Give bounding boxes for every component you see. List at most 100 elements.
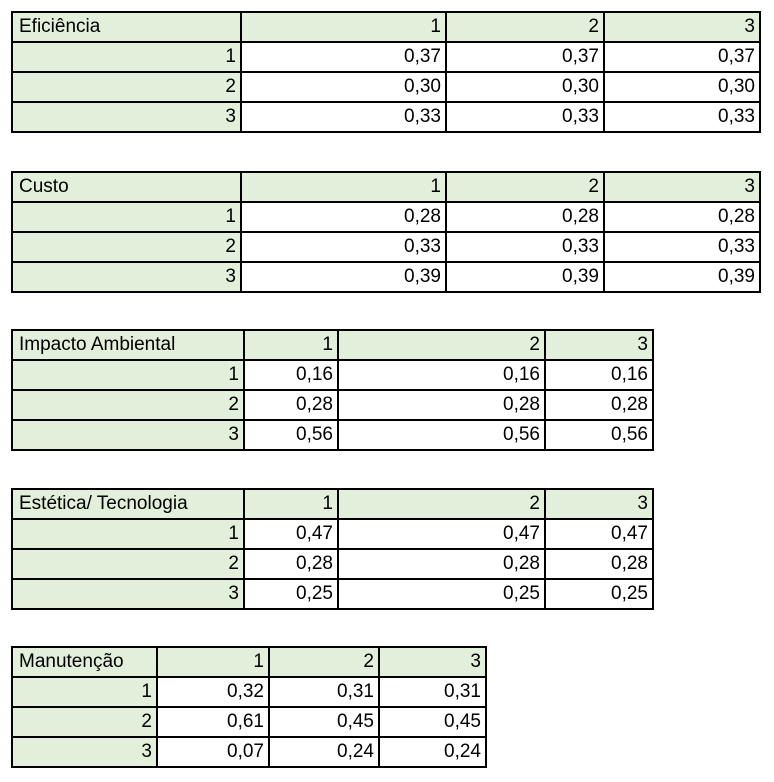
table-row: 1 0,37 0,37 0,37 (11, 41, 761, 73)
table-cell: 0,61 (156, 706, 270, 738)
table-cell: 0,28 (603, 201, 761, 233)
header-row: Impacto Ambiental 1 2 3 (11, 329, 654, 361)
table-estetica-tecnologia: Estética/ Tecnologia 1 2 3 1 0,47 0,47 0… (11, 488, 654, 610)
row-label: 1 (11, 676, 158, 708)
table-cell: 0,37 (603, 41, 761, 73)
table-title: Manutenção (11, 646, 158, 678)
row-label: 3 (11, 419, 245, 451)
column-header: 2 (445, 171, 605, 203)
table-cell: 0,39 (240, 261, 447, 293)
row-label: 3 (11, 101, 242, 133)
table-impacto-ambiental: Impacto Ambiental 1 2 3 1 0,16 0,16 0,16… (11, 329, 654, 451)
table-cell: 0,33 (240, 101, 447, 133)
row-label: 1 (11, 41, 242, 73)
column-header: 2 (337, 488, 546, 520)
table-cell: 0,33 (603, 101, 761, 133)
table-cell: 0,30 (240, 71, 447, 103)
table-cell: 0,37 (240, 41, 447, 73)
column-header: 1 (243, 488, 339, 520)
table-cell: 0,56 (544, 419, 654, 451)
table-title: Custo (11, 171, 242, 203)
row-label: 3 (11, 578, 245, 610)
table-cell: 0,37 (445, 41, 605, 73)
table-cell: 0,07 (156, 736, 270, 768)
table-cell: 0,24 (378, 736, 487, 768)
column-header: 2 (445, 11, 605, 43)
table-row: 2 0,61 0,45 0,45 (11, 706, 487, 738)
table-cell: 0,16 (544, 359, 654, 391)
table-cell: 0,33 (445, 231, 605, 263)
table-cell: 0,25 (544, 578, 654, 610)
row-label: 2 (11, 706, 158, 738)
column-header: 2 (337, 329, 546, 361)
table-cell: 0,30 (445, 71, 605, 103)
table-title: Estética/ Tecnologia (11, 488, 245, 520)
header-row: Custo 1 2 3 (11, 171, 761, 203)
table-cell: 0,56 (243, 419, 339, 451)
table-cell: 0,28 (445, 201, 605, 233)
table-cell: 0,28 (243, 389, 339, 421)
table-cell: 0,25 (337, 578, 546, 610)
table-cell: 0,39 (445, 261, 605, 293)
table-row: 3 0,25 0,25 0,25 (11, 578, 654, 610)
table-cell: 0,28 (544, 389, 654, 421)
table-row: 2 0,28 0,28 0,28 (11, 548, 654, 580)
table-cell: 0,28 (337, 548, 546, 580)
table-row: 2 0,33 0,33 0,33 (11, 231, 761, 263)
column-header: 3 (378, 646, 487, 678)
row-label: 3 (11, 736, 158, 768)
header-row: Estética/ Tecnologia 1 2 3 (11, 488, 654, 520)
table-eficiencia: Eficiência 1 2 3 1 0,37 0,37 0,37 2 0,30… (11, 11, 761, 133)
table-row: 2 0,30 0,30 0,30 (11, 71, 761, 103)
table-cell: 0,32 (156, 676, 270, 708)
table-cell: 0,31 (268, 676, 380, 708)
row-label: 2 (11, 548, 245, 580)
row-label: 2 (11, 231, 242, 263)
table-cell: 0,39 (603, 261, 761, 293)
table-cell: 0,28 (243, 548, 339, 580)
table-cell: 0,47 (243, 518, 339, 550)
column-header: 1 (156, 646, 270, 678)
table-cell: 0,30 (603, 71, 761, 103)
table-row: 1 0,28 0,28 0,28 (11, 201, 761, 233)
table-cell: 0,47 (544, 518, 654, 550)
table-row: 3 0,33 0,33 0,33 (11, 101, 761, 133)
table-cell: 0,33 (445, 101, 605, 133)
table-row: 3 0,56 0,56 0,56 (11, 419, 654, 451)
table-cell: 0,45 (378, 706, 487, 738)
row-label: 2 (11, 389, 245, 421)
header-row: Manutenção 1 2 3 (11, 646, 487, 678)
table-cell: 0,28 (544, 548, 654, 580)
column-header: 3 (544, 488, 654, 520)
table-row: 3 0,39 0,39 0,39 (11, 261, 761, 293)
column-header: 1 (240, 11, 447, 43)
table-cell: 0,45 (268, 706, 380, 738)
header-row: Eficiência 1 2 3 (11, 11, 761, 43)
column-header: 2 (268, 646, 380, 678)
column-header: 3 (603, 171, 761, 203)
table-cell: 0,16 (243, 359, 339, 391)
column-header: 3 (603, 11, 761, 43)
table-cell: 0,47 (337, 518, 546, 550)
row-label: 3 (11, 261, 242, 293)
table-manutencao: Manutenção 1 2 3 1 0,32 0,31 0,31 2 0,61… (11, 646, 487, 768)
table-cell: 0,31 (378, 676, 487, 708)
table-cell: 0,16 (337, 359, 546, 391)
table-cell: 0,33 (240, 231, 447, 263)
column-header: 3 (544, 329, 654, 361)
table-cell: 0,28 (337, 389, 546, 421)
table-cell: 0,25 (243, 578, 339, 610)
row-label: 1 (11, 201, 242, 233)
table-row: 2 0,28 0,28 0,28 (11, 389, 654, 421)
table-row: 1 0,47 0,47 0,47 (11, 518, 654, 550)
column-header: 1 (240, 171, 447, 203)
table-cell: 0,56 (337, 419, 546, 451)
table-custo: Custo 1 2 3 1 0,28 0,28 0,28 2 0,33 0,33… (11, 171, 761, 293)
table-cell: 0,28 (240, 201, 447, 233)
table-row: 3 0,07 0,24 0,24 (11, 736, 487, 768)
column-header: 1 (243, 329, 339, 361)
row-label: 1 (11, 518, 245, 550)
row-label: 1 (11, 359, 245, 391)
table-title: Eficiência (11, 11, 242, 43)
table-row: 1 0,16 0,16 0,16 (11, 359, 654, 391)
